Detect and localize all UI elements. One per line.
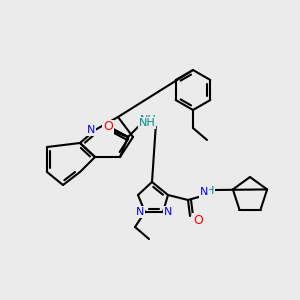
Text: O: O <box>103 121 113 134</box>
Text: N: N <box>136 207 144 217</box>
Text: O: O <box>193 214 203 226</box>
Text: N: N <box>164 207 172 217</box>
Text: H: H <box>206 186 214 196</box>
Text: N: N <box>200 187 208 197</box>
Text: NH: NH <box>139 118 155 128</box>
Text: NH: NH <box>140 115 156 125</box>
Text: N: N <box>87 125 95 135</box>
